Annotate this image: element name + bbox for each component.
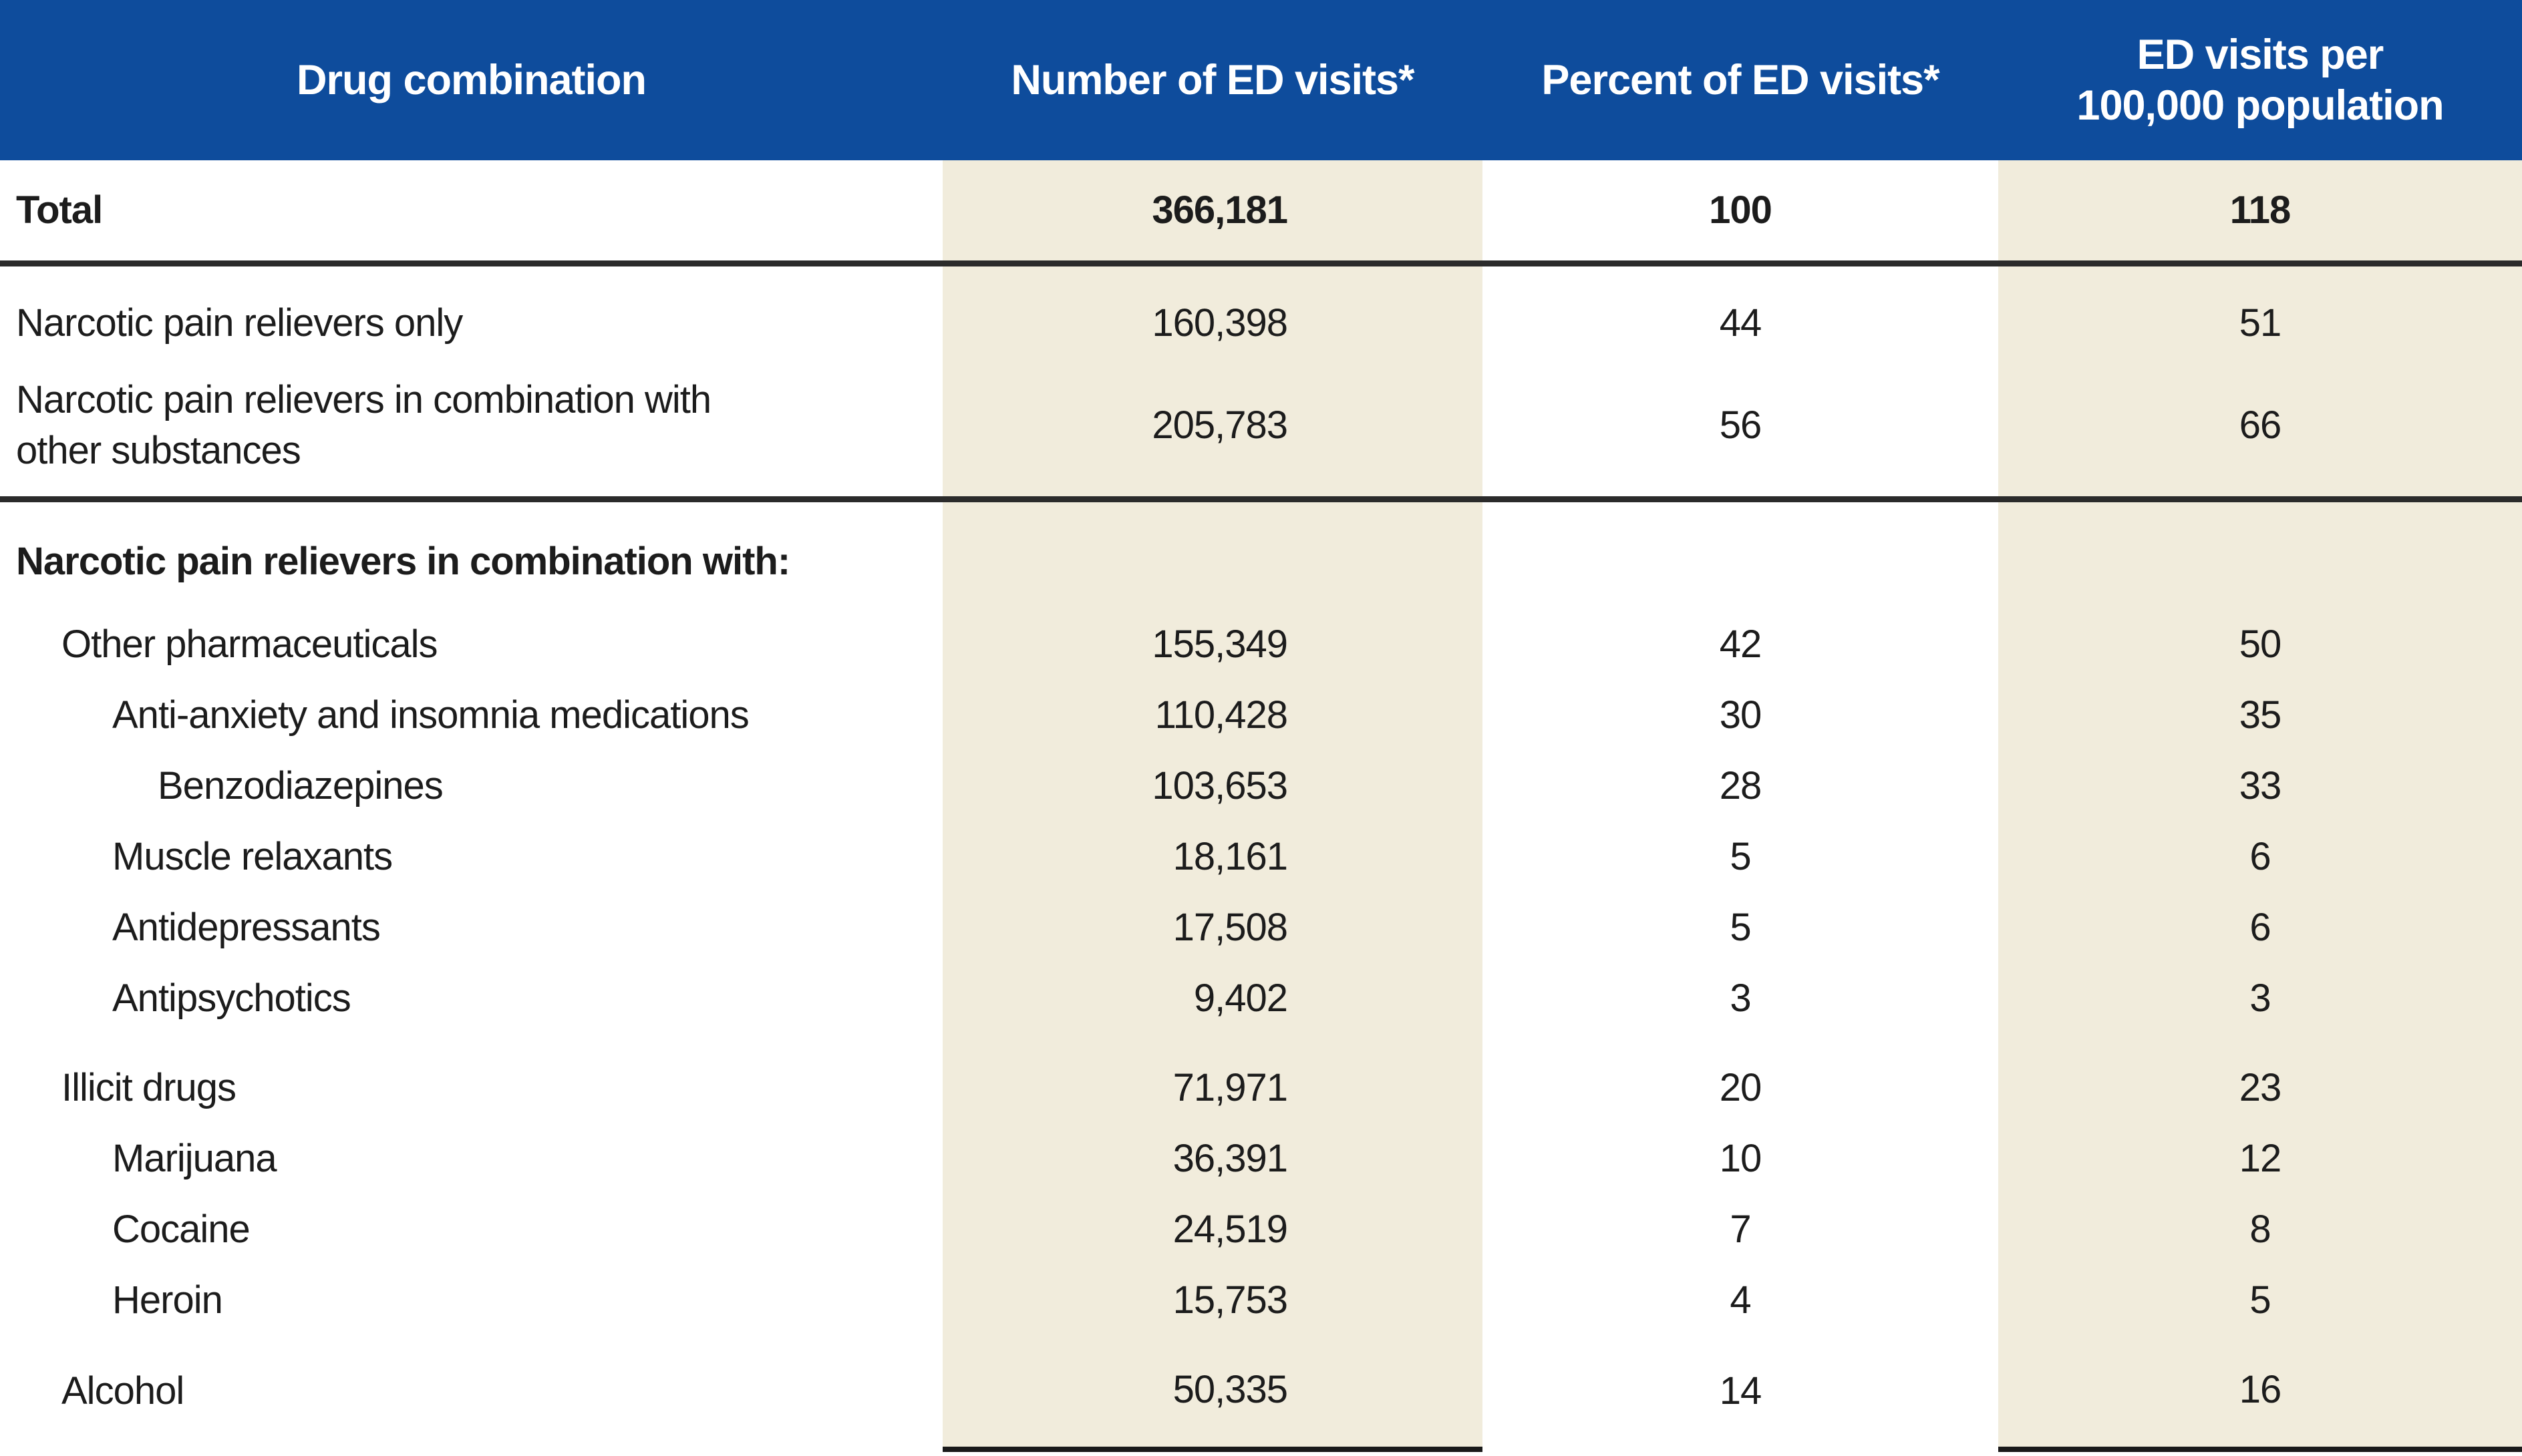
- percent-cell: 30: [1719, 693, 1762, 737]
- percent-cell: 28: [1719, 764, 1762, 807]
- percent-cell: 4: [1730, 1278, 1751, 1322]
- row-label-cell: Narcotic pain relievers in combination w…: [16, 540, 790, 583]
- row-label-cell: Narcotic pain relievers only: [16, 301, 463, 345]
- row-label-cell: Benzodiazepines: [158, 764, 444, 807]
- rate-cell: [1998, 500, 2522, 610]
- number-cell: 36,391: [1172, 1137, 1288, 1180]
- table-row: Antidepressants 17,508 5 6: [0, 892, 2522, 963]
- rate-cell: 118: [1998, 160, 2522, 266]
- percent-cell: 14: [1719, 1369, 1762, 1413]
- percent-cell: 42: [1719, 622, 1762, 666]
- number-cell: 18,161: [1172, 835, 1288, 878]
- rate-cell: 51: [2239, 301, 2282, 345]
- rate-cell: 6: [2249, 835, 2271, 878]
- row-label-cell: Marijuana: [112, 1137, 277, 1180]
- row-label-cell: Total: [0, 160, 943, 266]
- table-row: Heroin 15,753 4 5: [0, 1265, 2522, 1336]
- col-header-ed-visits-per-100000: ED visits per 100,000 population: [1998, 0, 2522, 160]
- rate-cell: 50: [2239, 622, 2282, 666]
- row-label-cell: Muscle relaxants: [112, 835, 393, 878]
- table-row: Narcotic pain relievers only 160,398 44 51: [0, 264, 2522, 375]
- percent-cell: 5: [1730, 906, 1751, 949]
- table-row: Antipsychotics 9,402 3 3: [0, 963, 2522, 1034]
- number-cell: 50,335: [943, 1336, 1482, 1452]
- percent-cell: 10: [1719, 1137, 1762, 1180]
- row-label-cell: Other pharmaceuticals: [61, 622, 438, 666]
- row-label-cell: Antidepressants: [112, 906, 381, 949]
- percent-cell: 7: [1730, 1208, 1751, 1251]
- number-cell: 160,398: [1152, 301, 1288, 345]
- row-label-cell: Narcotic pain relievers in combination w…: [0, 375, 943, 502]
- table-header: Drug combination Number of ED visits* Pe…: [0, 0, 2522, 160]
- percent-cell: 20: [1719, 1066, 1762, 1109]
- percent-cell: 100: [1482, 160, 1998, 266]
- table-row: Total 366,181 100 118: [0, 160, 2522, 266]
- rate-cell: 33: [2239, 764, 2282, 807]
- table-row: Marijuana 36,391 10 12: [0, 1123, 2522, 1194]
- col-header-drug-combination: Drug combination: [0, 0, 943, 160]
- number-cell: 24,519: [1172, 1208, 1288, 1251]
- table-row: Anti-anxiety and insomnia medications 110…: [0, 680, 2522, 751]
- rate-cell: 6: [2249, 906, 2271, 949]
- percent-cell: 56: [1482, 375, 1998, 502]
- number-cell: 15,753: [1172, 1278, 1288, 1322]
- table-row: Benzodiazepines 103,653 28 33: [0, 751, 2522, 822]
- number-cell: 110,428: [1154, 693, 1288, 737]
- rate-cell: 23: [2239, 1066, 2282, 1109]
- number-cell: [943, 500, 1482, 610]
- rate-cell: 3: [2249, 976, 2271, 1020]
- percent-cell: 5: [1730, 835, 1751, 878]
- row-label-cell: Anti-anxiety and insomnia medications: [112, 693, 750, 737]
- table-row: Cocaine 24,519 7 8: [0, 1194, 2522, 1265]
- number-cell: 205,783: [943, 375, 1482, 502]
- rate-cell: 8: [2249, 1208, 2271, 1251]
- table-row: Other pharmaceuticals 155,349 42 50: [0, 609, 2522, 680]
- header-row: Drug combination Number of ED visits* Pe…: [0, 0, 2522, 160]
- row-label-cell: Illicit drugs: [61, 1066, 237, 1109]
- rate-cell: 12: [2239, 1137, 2282, 1180]
- percent-cell: [1482, 500, 1998, 610]
- rate-cell: 5: [2249, 1278, 2271, 1322]
- col-header-number-of-ed-visits: Number of ED visits*: [943, 0, 1482, 160]
- col-header-percent-of-ed-visits: Percent of ED visits*: [1482, 0, 1998, 160]
- row-label-cell: Antipsychotics: [112, 976, 351, 1020]
- row-label-cell: Alcohol: [61, 1369, 184, 1413]
- table-body: Total 366,181 100 118 Narcotic pain reliever…: [0, 160, 2522, 1452]
- rate-cell: 66: [1998, 375, 2522, 502]
- table-row: Narcotic pain relievers in combination w…: [0, 375, 2522, 502]
- row-label-cell: Cocaine: [112, 1208, 251, 1251]
- number-cell: 366,181: [943, 160, 1482, 266]
- number-cell: 103,653: [1152, 764, 1288, 807]
- table-row: Muscle relaxants 18,161 5 6: [0, 822, 2522, 892]
- rate-cell: 16: [1998, 1336, 2522, 1452]
- percent-cell: 44: [1719, 301, 1762, 345]
- table-row: Narcotic pain relievers in combination w…: [0, 500, 2522, 610]
- table-row: Illicit drugs 71,971 20 23: [0, 1034, 2522, 1123]
- number-cell: 71,971: [1172, 1066, 1288, 1109]
- number-cell: 155,349: [1152, 622, 1288, 666]
- percent-cell: 3: [1730, 976, 1751, 1020]
- table-row: Alcohol 50,335 14 16: [0, 1336, 2522, 1452]
- number-cell: 9,402: [1193, 976, 1288, 1020]
- rate-cell: 35: [2239, 693, 2282, 737]
- number-cell: 17,508: [1172, 906, 1288, 949]
- row-label-cell: Heroin: [112, 1278, 223, 1322]
